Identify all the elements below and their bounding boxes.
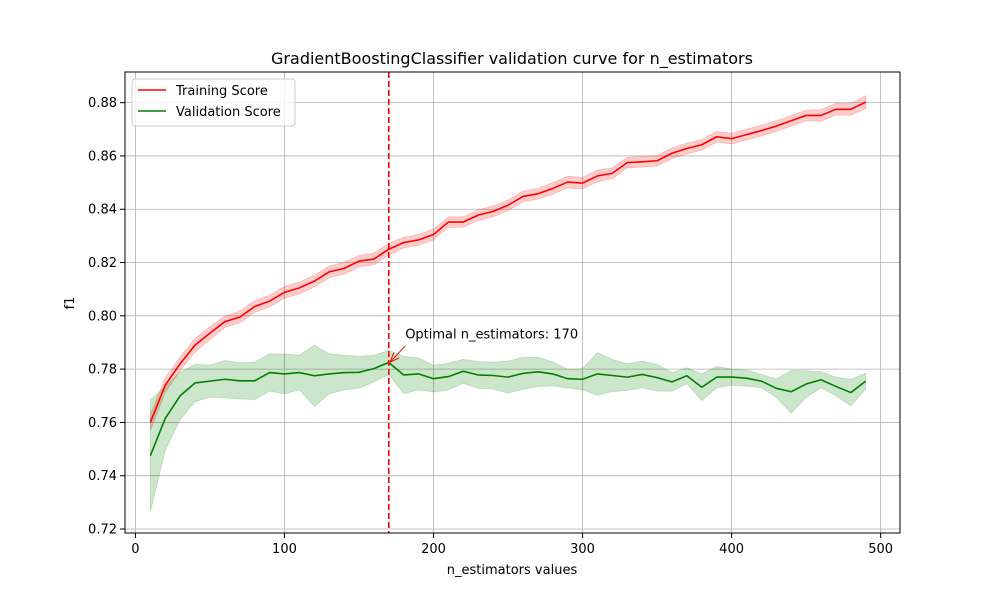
y-tick-label: 0.72 [88, 523, 117, 538]
x-tick-label: 100 [272, 542, 297, 557]
y-tick-label: 0.88 [88, 96, 117, 111]
legend-box [131, 78, 296, 127]
y-tick-label: 0.86 [88, 149, 117, 164]
x-axis-label: n_estimators values [447, 563, 578, 578]
y-axis-ticks: 0.72 0.74 0.76 0.78 0.80 0.82 0.84 0.86 0.88 [88, 96, 125, 538]
x-tick-label: 0 [131, 542, 139, 557]
y-tick-label: 0.76 [88, 416, 117, 431]
validation-score-line [149, 361, 867, 457]
x-tick-label: 300 [570, 542, 595, 557]
optimal-annotation: Optimal n_estimators: 170 [391, 327, 578, 361]
y-tick-label: 0.74 [88, 469, 117, 484]
legend-label-training: Training Score [175, 84, 268, 99]
x-tick-label: 400 [719, 542, 744, 557]
y-tick-label: 0.80 [88, 309, 117, 324]
y-tick-label: 0.78 [88, 363, 117, 378]
training-score-line [149, 101, 867, 423]
annotation-arrow [391, 345, 406, 362]
y-tick-label: 0.84 [88, 203, 117, 218]
plot-area [125, 72, 900, 533]
x-tick-label: 200 [421, 542, 446, 557]
x-axis-ticks: 0 100 200 300 400 500 [131, 533, 893, 557]
training-score-band [149, 95, 867, 431]
y-axis-label: f1 [63, 297, 78, 310]
y-tick-label: 0.82 [88, 256, 117, 271]
chart-title: GradientBoostingClassifier validation cu… [271, 49, 753, 69]
legend: Training Score Validation Score [131, 78, 296, 127]
plot-frame [124, 71, 901, 534]
legend-label-validation: Validation Score [176, 105, 281, 120]
annotation-text: Optimal n_estimators: 170 [405, 327, 578, 342]
x-tick-label: 500 [868, 542, 893, 557]
grid-lines [125, 72, 900, 533]
series-lines [149, 101, 867, 457]
